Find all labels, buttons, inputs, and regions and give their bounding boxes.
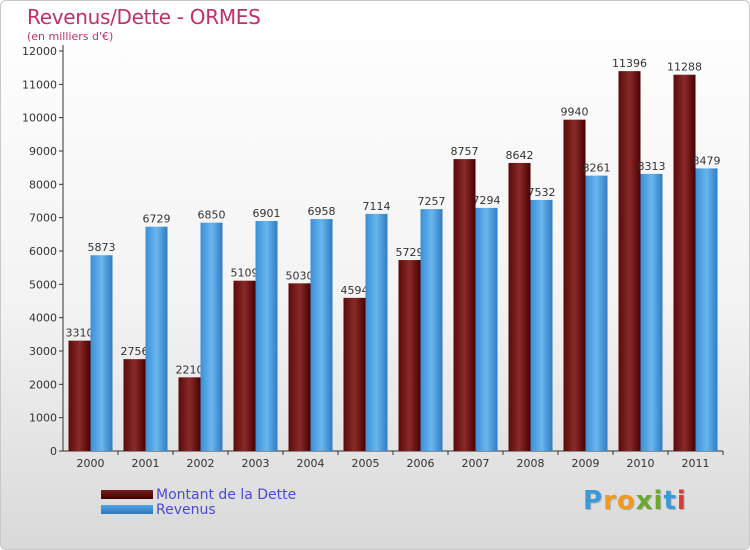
bar-debt	[508, 162, 531, 451]
bar-revenue	[255, 220, 278, 451]
bar-revenue	[365, 213, 388, 451]
data-label-revenue: 7294	[473, 194, 501, 207]
bar-debt	[123, 359, 146, 451]
bar-debt	[453, 159, 476, 451]
bar-debt	[178, 377, 201, 451]
bar-revenue	[475, 207, 498, 451]
y-tick-label: 10000	[22, 112, 57, 125]
x-tick-label: 2000	[77, 457, 105, 470]
bar-revenue	[640, 173, 663, 451]
legend-swatch-debt	[101, 490, 153, 499]
logo-letter: t	[663, 486, 677, 516]
data-label-debt: 4594	[341, 284, 369, 297]
x-tick-label: 2002	[187, 457, 215, 470]
y-tick-label: 5000	[29, 278, 57, 291]
data-label-debt: 5109	[231, 267, 259, 280]
y-tick-label: 8000	[29, 178, 57, 191]
data-label-debt: 5030	[286, 269, 314, 282]
logo-letter: i	[653, 486, 664, 516]
bar-revenue	[200, 222, 223, 451]
x-tick-label: 2004	[297, 457, 325, 470]
proxiti-logo: Proxiti	[583, 486, 687, 516]
data-label-debt: 2210	[176, 363, 204, 376]
bar-revenue	[310, 219, 333, 451]
x-tick-label: 2007	[462, 457, 490, 470]
bar-revenue	[90, 255, 113, 451]
data-label-revenue: 8261	[583, 162, 611, 175]
x-tick-label: 2001	[132, 457, 160, 470]
bar-revenue	[145, 226, 168, 451]
data-label-revenue: 6850	[198, 209, 226, 222]
y-tick-label: 0	[50, 445, 57, 458]
data-label-debt: 8642	[506, 149, 534, 162]
data-label-revenue: 7114	[363, 200, 391, 213]
bar-debt	[68, 340, 91, 451]
x-tick-label: 2009	[572, 457, 600, 470]
data-label-revenue: 7257	[418, 195, 446, 208]
data-label-revenue: 6958	[308, 205, 336, 218]
data-label-revenue: 7532	[528, 186, 556, 199]
y-tick-label: 2000	[29, 378, 57, 391]
data-label-revenue: 6729	[143, 213, 171, 226]
data-label-revenue: 5873	[88, 241, 116, 254]
data-label-revenue: 6901	[253, 207, 281, 220]
y-tick-label: 6000	[29, 245, 57, 258]
data-label-debt: 3310	[66, 327, 94, 340]
bar-debt	[343, 297, 366, 451]
chart-subtitle: (en milliers d'€)	[27, 30, 114, 43]
x-tick-label: 2003	[242, 457, 270, 470]
bar-debt	[233, 280, 256, 451]
x-tick-label: 2006	[407, 457, 435, 470]
x-tick-label: 2010	[627, 457, 655, 470]
y-tick-label: 11000	[22, 78, 57, 91]
y-tick-label: 1000	[29, 412, 57, 425]
y-tick-label: 9000	[29, 145, 57, 158]
bar-revenue	[695, 168, 718, 451]
bar-debt	[288, 283, 311, 451]
x-tick-label: 2005	[352, 457, 380, 470]
data-label-debt: 8757	[451, 145, 479, 158]
bar-debt	[618, 71, 641, 451]
logo-letter: r	[603, 486, 617, 516]
data-label-revenue: 8313	[638, 160, 666, 173]
bar-debt	[563, 119, 586, 452]
bar-debt	[398, 260, 421, 451]
data-label-debt: 11288	[667, 61, 702, 74]
chart-title: Revenus/Dette - ORMES	[27, 5, 261, 29]
data-label-debt: 5729	[396, 246, 424, 259]
y-tick-label: 4000	[29, 312, 57, 325]
data-label-debt: 9940	[561, 106, 589, 119]
bar-debt	[673, 74, 696, 451]
x-tick-label: 2011	[682, 457, 710, 470]
logo-letter: x	[635, 486, 654, 516]
legend-label-revenue: Revenus	[156, 502, 216, 518]
bar-revenue	[530, 199, 553, 451]
y-tick-label: 12000	[22, 45, 57, 58]
data-label-revenue: 8479	[693, 154, 721, 167]
data-label-debt: 2756	[121, 345, 149, 358]
logo-letter: i	[676, 486, 687, 516]
bar-revenue	[585, 175, 608, 451]
logo-letter: o	[616, 486, 636, 516]
data-label-debt: 11396	[612, 57, 647, 70]
y-tick-label: 7000	[29, 212, 57, 225]
logo-letter: P	[583, 486, 604, 516]
legend-swatch-revenue	[101, 505, 153, 514]
y-tick-label: 3000	[29, 345, 57, 358]
x-tick-label: 2008	[517, 457, 545, 470]
bar-revenue	[420, 209, 443, 451]
legend-label-debt: Montant de la Dette	[156, 487, 297, 503]
